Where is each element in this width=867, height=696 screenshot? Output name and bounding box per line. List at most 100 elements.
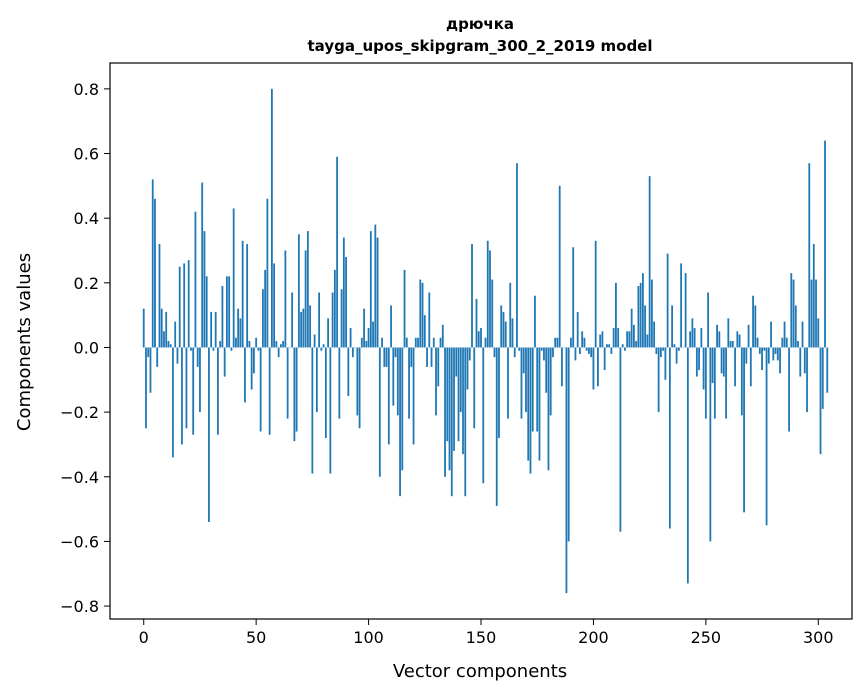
bar bbox=[659, 347, 662, 358]
bar bbox=[583, 337, 586, 348]
bar bbox=[268, 347, 271, 435]
bar bbox=[601, 331, 604, 348]
bar bbox=[513, 347, 516, 358]
bar bbox=[304, 250, 307, 348]
bar bbox=[394, 347, 397, 358]
bar bbox=[761, 347, 763, 371]
bar bbox=[617, 328, 620, 348]
bar bbox=[455, 347, 458, 377]
bar bbox=[531, 347, 534, 432]
bar bbox=[351, 347, 354, 358]
bar bbox=[477, 331, 480, 348]
bar bbox=[534, 295, 536, 348]
bar bbox=[439, 337, 442, 348]
bar bbox=[686, 347, 689, 584]
bar bbox=[538, 347, 541, 461]
bar bbox=[385, 347, 388, 367]
bar bbox=[358, 347, 361, 429]
bar bbox=[286, 347, 289, 419]
chart-title: дрючка bbox=[446, 15, 514, 33]
bar bbox=[579, 347, 581, 354]
bar bbox=[376, 237, 379, 348]
bar bbox=[297, 234, 300, 348]
bar bbox=[369, 231, 372, 348]
bar bbox=[810, 279, 813, 348]
bar bbox=[666, 253, 669, 348]
bar bbox=[576, 311, 579, 348]
bar bbox=[635, 341, 638, 348]
bar bbox=[655, 347, 658, 354]
bar bbox=[246, 244, 249, 348]
bar bbox=[776, 347, 779, 361]
bar bbox=[817, 318, 820, 348]
bar bbox=[516, 163, 518, 348]
bar bbox=[788, 347, 790, 432]
bar bbox=[772, 347, 775, 361]
bar bbox=[446, 347, 449, 442]
bar bbox=[181, 347, 183, 445]
bar bbox=[248, 341, 251, 348]
bar bbox=[214, 311, 217, 348]
bar bbox=[624, 347, 626, 351]
bar bbox=[590, 347, 593, 358]
y-tick-label: 0.2 bbox=[74, 274, 99, 293]
bar bbox=[677, 347, 680, 351]
bar bbox=[736, 331, 739, 348]
bar bbox=[340, 289, 343, 348]
bar bbox=[201, 182, 204, 348]
bar bbox=[262, 289, 264, 348]
bar bbox=[754, 305, 757, 348]
bar bbox=[279, 344, 282, 348]
bar bbox=[203, 231, 206, 348]
bar bbox=[466, 347, 469, 390]
bar bbox=[401, 347, 404, 471]
bar bbox=[720, 347, 723, 374]
bar bbox=[448, 347, 451, 471]
bar bbox=[426, 347, 428, 367]
bar bbox=[410, 347, 413, 367]
bar bbox=[383, 347, 386, 367]
bar bbox=[221, 286, 224, 348]
bar bbox=[322, 344, 325, 348]
bar bbox=[412, 347, 415, 445]
bar bbox=[608, 344, 611, 348]
bar bbox=[722, 347, 725, 377]
bar bbox=[630, 308, 633, 348]
bar bbox=[803, 347, 806, 374]
bar bbox=[315, 347, 318, 413]
bar bbox=[414, 337, 417, 348]
bar bbox=[241, 240, 244, 348]
bar bbox=[615, 282, 617, 348]
bar bbox=[529, 347, 532, 474]
bar bbox=[790, 273, 793, 348]
bar bbox=[253, 347, 255, 374]
bar bbox=[588, 347, 590, 354]
bar bbox=[525, 347, 527, 413]
bar bbox=[543, 347, 545, 361]
bar bbox=[781, 337, 784, 348]
bar bbox=[291, 292, 294, 348]
bar bbox=[585, 347, 588, 351]
bar bbox=[259, 347, 262, 432]
bar bbox=[372, 321, 374, 348]
bar bbox=[435, 347, 437, 416]
bar bbox=[561, 347, 563, 387]
bar bbox=[432, 337, 435, 348]
bar bbox=[572, 247, 575, 348]
bar bbox=[626, 331, 629, 348]
bar bbox=[511, 318, 514, 348]
bar bbox=[282, 341, 285, 348]
bar bbox=[731, 341, 734, 348]
bar bbox=[646, 334, 649, 348]
bar bbox=[799, 347, 802, 377]
y-axis: −0.8 −0.6 −0.4 −0.2 0.0 0.2 0.4 0.6 0.8 bbox=[60, 80, 110, 616]
bar bbox=[650, 279, 653, 348]
bar bbox=[695, 347, 698, 377]
bar bbox=[491, 279, 494, 348]
bar bbox=[684, 273, 687, 348]
bar bbox=[158, 244, 161, 348]
bar bbox=[167, 341, 170, 348]
bar bbox=[349, 328, 352, 348]
bar bbox=[554, 337, 557, 348]
bar bbox=[378, 347, 381, 477]
